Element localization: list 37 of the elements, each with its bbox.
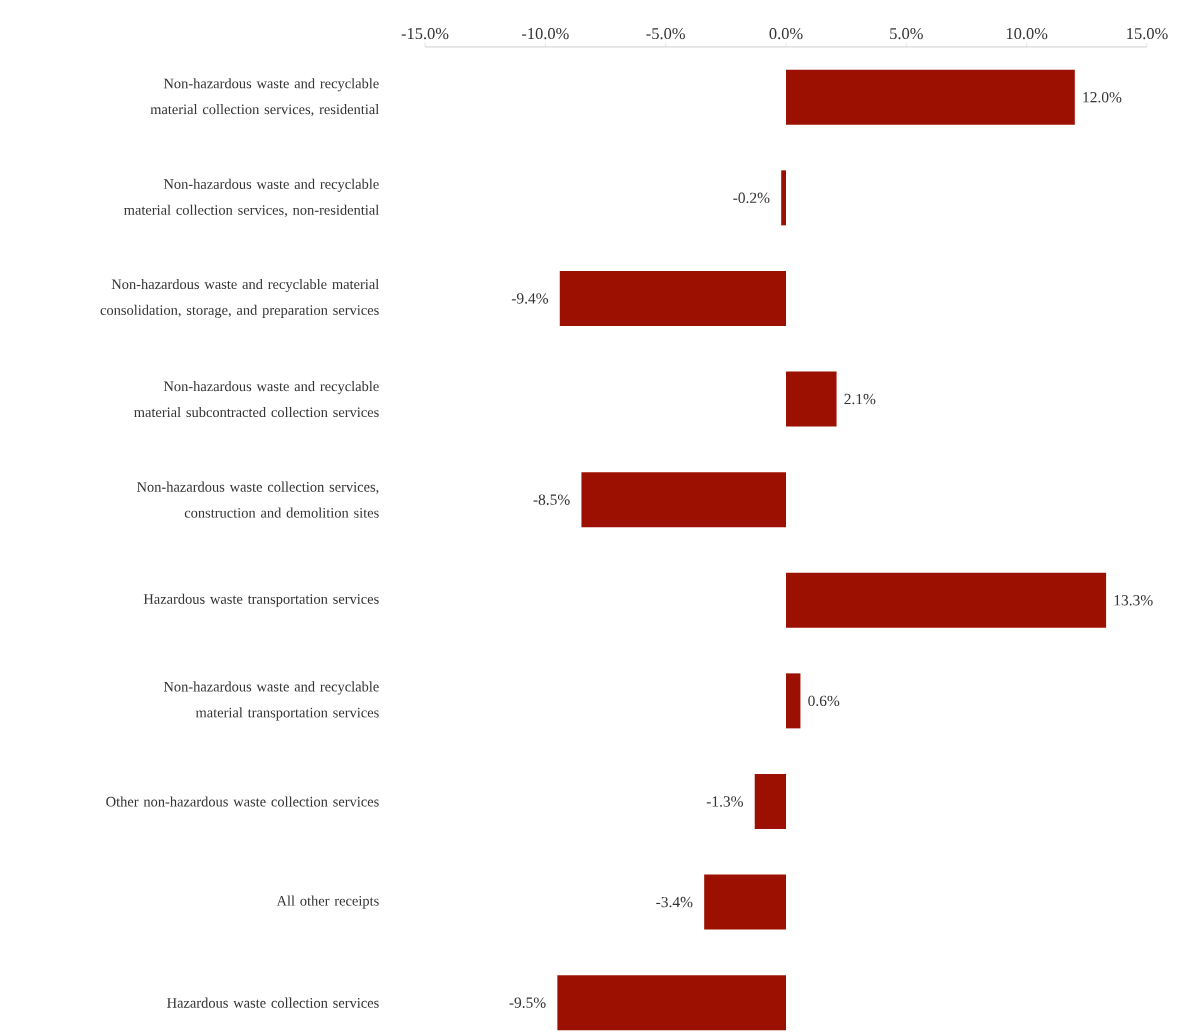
bar <box>786 69 1075 125</box>
data-label: 12.0% <box>1083 92 1122 103</box>
bar <box>786 371 837 427</box>
x-tick-label: 0.0% <box>769 27 803 40</box>
data-label: -0.2% <box>733 192 770 204</box>
x-tick-label: 15.0% <box>1127 27 1168 40</box>
x-tick-label: -15.0% <box>401 27 449 40</box>
y-tick-label: Non-hazardous waste and recyclable material collection services, residential <box>150 78 379 117</box>
y-tick-label: Non-hazardous waste and recyclable material transportation services <box>163 681 379 721</box>
x-tick-label: 5.0% <box>890 27 923 40</box>
y-tick-label: Hazardous waste collection services <box>167 997 379 1008</box>
bar <box>704 874 787 930</box>
x-tick-label: -10.0% <box>521 27 569 40</box>
x-tick-label: 10.0% <box>1006 27 1048 40</box>
bar <box>786 572 1107 628</box>
y-tick-label: Hazardous waste transportation services <box>143 593 379 607</box>
bar <box>786 673 801 729</box>
y-tick-label: Non-hazardous waste collection services, construction and demolition sites <box>136 481 379 518</box>
y-tick-label: Non-hazardous waste and recyclable material subcontracted collection services <box>134 381 379 418</box>
y-tick-label: Non-hazardous waste and recyclable material collection services, non-residential <box>124 178 379 217</box>
bar <box>754 773 787 829</box>
y-tick-label: All other receipts <box>276 895 379 909</box>
bar <box>557 975 787 1031</box>
bar <box>559 270 787 326</box>
data-label: -1.3% <box>706 796 743 807</box>
y-tick-label: Other non-hazardous waste collection services <box>106 796 379 807</box>
data-label: 13.3% <box>1114 595 1153 606</box>
data-label: -3.4% <box>656 896 693 908</box>
bar <box>781 170 787 226</box>
data-label: -9.4% <box>511 293 549 304</box>
data-label: -8.5% <box>533 494 570 505</box>
data-label: -9.5% <box>509 997 546 1008</box>
data-label: 2.1% <box>844 393 876 405</box>
bar <box>581 472 787 528</box>
y-tick-label: Non-hazardous waste and recyclable material consolidation, storage, and preparation services <box>100 278 379 318</box>
data-label: 0.6% <box>808 695 840 707</box>
x-tick-label: -5.0% <box>646 27 685 40</box>
